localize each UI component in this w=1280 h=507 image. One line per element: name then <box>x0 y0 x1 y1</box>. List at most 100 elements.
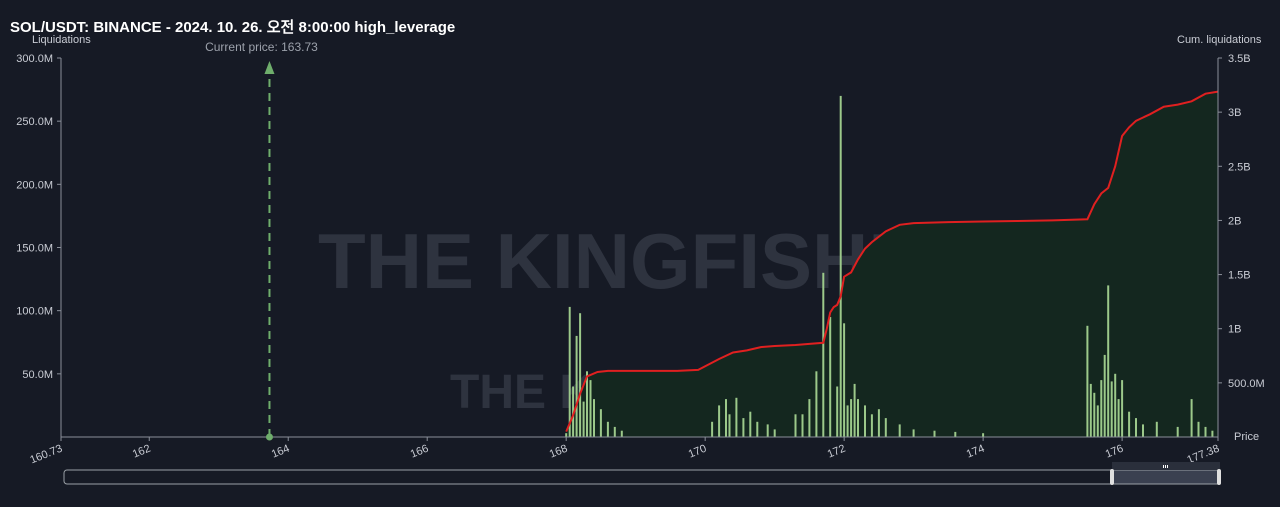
chart-title: SOL/USDT: BINANCE - 2024. 10. 26. 오전 8:0… <box>10 19 456 36</box>
navigator-right-handle[interactable] <box>1217 469 1221 485</box>
liquidation-bar <box>822 272 825 437</box>
navigator-window[interactable] <box>1111 469 1221 485</box>
liquidation-bar <box>982 433 985 437</box>
right-tick-label: 3B <box>1228 107 1241 119</box>
right-tick-label: 1.5B <box>1228 270 1251 282</box>
liquidation-bar <box>1117 399 1120 437</box>
cumulative-line-layer <box>565 90 1219 432</box>
liquidation-bar <box>1114 373 1117 437</box>
liquidation-bar <box>836 386 839 437</box>
liquidation-bar <box>912 429 915 437</box>
left-tick-label: 150.0M <box>16 243 53 255</box>
liquidation-bar <box>568 306 571 437</box>
liquidation-bar <box>593 399 595 437</box>
liquidation-bar <box>857 399 859 437</box>
bars-layer <box>565 95 1214 438</box>
liquidation-bar <box>1096 405 1099 437</box>
liquidation-bar <box>808 399 811 437</box>
left-tick-label: 200.0M <box>16 179 53 191</box>
navigator-left-handle[interactable] <box>1110 469 1114 485</box>
liquidation-bar <box>884 418 887 437</box>
liquidation-bar <box>742 418 745 437</box>
liquidation-bar <box>843 323 846 437</box>
liquidation-bar <box>864 405 866 437</box>
liquidation-bar <box>586 371 588 437</box>
liquidation-bar <box>606 421 609 437</box>
liquidation-bar <box>1089 383 1092 437</box>
current-price-arrow-icon <box>264 61 275 74</box>
liquidation-bar <box>711 421 714 437</box>
cumulative-line <box>565 90 1219 432</box>
x-axis-ticks: 160.73 162 164 166 168 170 172 174 176 177.38 <box>28 437 1221 466</box>
cumulative-area <box>566 91 1218 437</box>
x-axis-title: Price <box>1234 431 1259 443</box>
current-price-label: Current price: 163.73 <box>205 40 318 54</box>
left-axis-ticks: 50.0M 100.0M 150.0M 200.0M 250.0M 300.0M <box>16 53 61 381</box>
x-tick-label: 160.73 <box>28 443 64 467</box>
liquidation-bar <box>728 414 731 437</box>
liquidation-bar <box>1176 426 1179 437</box>
range-navigator[interactable] <box>63 462 1221 485</box>
x-tick-label: 164 <box>270 443 292 461</box>
liquidation-bar <box>794 414 797 437</box>
liquidation-bar <box>1093 392 1096 437</box>
current-price-dot <box>265 433 273 441</box>
x-tick-label: 174 <box>965 443 987 461</box>
right-tick-label: 2.5B <box>1228 161 1251 173</box>
liquidation-bar <box>613 426 616 437</box>
liquidation-bar <box>801 414 804 437</box>
liquidation-bar <box>1107 285 1110 437</box>
left-tick-label: 250.0M <box>16 116 53 128</box>
liquidation-bar <box>582 401 585 437</box>
liquidation-bar <box>1204 426 1207 437</box>
liquidation-bar <box>839 95 842 438</box>
liquidation-bar <box>829 317 832 437</box>
liquidation-bar <box>846 405 849 437</box>
right-tick-label: 2B <box>1228 215 1241 227</box>
liquidation-bar <box>1155 421 1158 437</box>
liquidation-bar <box>579 313 582 437</box>
liquidation-bar <box>1100 380 1103 437</box>
liquidation-bar <box>766 424 769 437</box>
liquidation-bar <box>870 414 873 437</box>
liquidation-bar <box>898 424 901 437</box>
liquidation-bar <box>620 430 623 437</box>
left-tick-label: 300.0M <box>16 53 53 65</box>
x-tick-label: 162 <box>131 443 153 461</box>
left-tick-label: 100.0M <box>16 306 53 318</box>
x-tick-label: 172 <box>826 443 848 461</box>
liquidation-bar <box>1135 418 1137 437</box>
liquidation-bar <box>1190 399 1193 437</box>
x-tick-label: 176 <box>1104 443 1126 461</box>
current-price-marker: Current price: 163.73 <box>205 40 318 441</box>
right-axis-ticks: 500.0M 1B 1.5B 2B 2.5B 3B 3.5B <box>1218 53 1265 390</box>
grip-icon[interactable] <box>1163 465 1168 468</box>
x-tick-label: 166 <box>409 443 431 461</box>
liquidation-bar <box>1110 381 1113 437</box>
right-tick-label: 1B <box>1228 324 1241 336</box>
liquidation-bar <box>815 371 818 437</box>
liquidation-bar <box>853 383 856 437</box>
liquidation-bar <box>1197 421 1200 437</box>
liquidation-bar <box>718 405 721 437</box>
liquidation-bar <box>1142 424 1144 437</box>
liquidation-bar <box>575 335 578 437</box>
liquidation-bar <box>599 409 602 437</box>
liquidation-bar <box>877 409 880 437</box>
right-tick-label: 500.0M <box>1228 378 1265 390</box>
liquidation-bar <box>1086 325 1089 437</box>
liquidation-bar <box>565 433 568 437</box>
liquidation-bar <box>749 411 752 437</box>
liquidation-bar <box>572 386 575 437</box>
liquidation-bar <box>756 421 759 437</box>
liquidation-bar <box>1128 411 1131 437</box>
x-tick-label: 170 <box>687 443 709 461</box>
liquidation-bar <box>850 399 853 437</box>
left-axis-title: Liquidations <box>32 34 91 46</box>
navigator-track[interactable] <box>63 469 1221 485</box>
cumulative-area-layer <box>566 91 1218 437</box>
liquidation-bar <box>954 431 957 437</box>
liquidation-bar <box>773 429 776 437</box>
liquidation-bar <box>725 399 727 437</box>
